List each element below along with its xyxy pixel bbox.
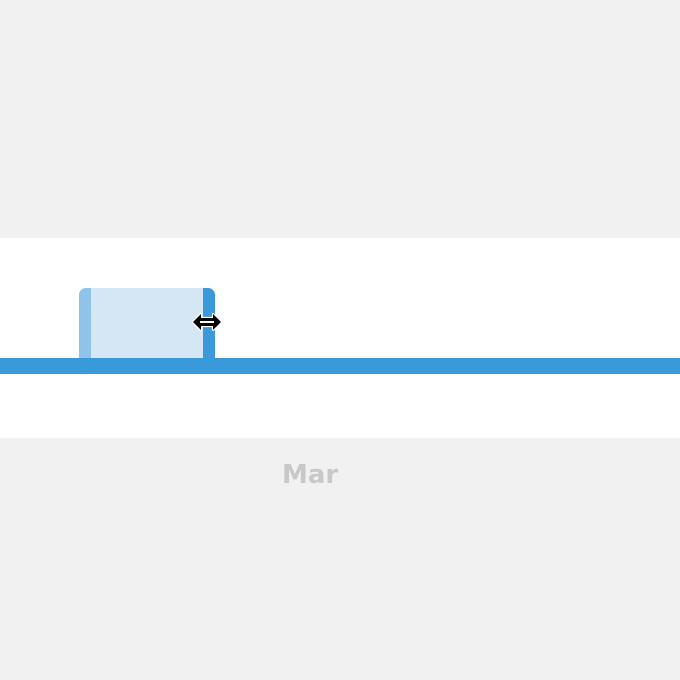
timeline-track[interactable] <box>0 358 680 374</box>
month-label: Mar <box>282 460 339 490</box>
range-end-handle[interactable] <box>203 288 215 358</box>
range-start-handle[interactable] <box>79 288 91 358</box>
selected-range[interactable] <box>79 288 215 358</box>
